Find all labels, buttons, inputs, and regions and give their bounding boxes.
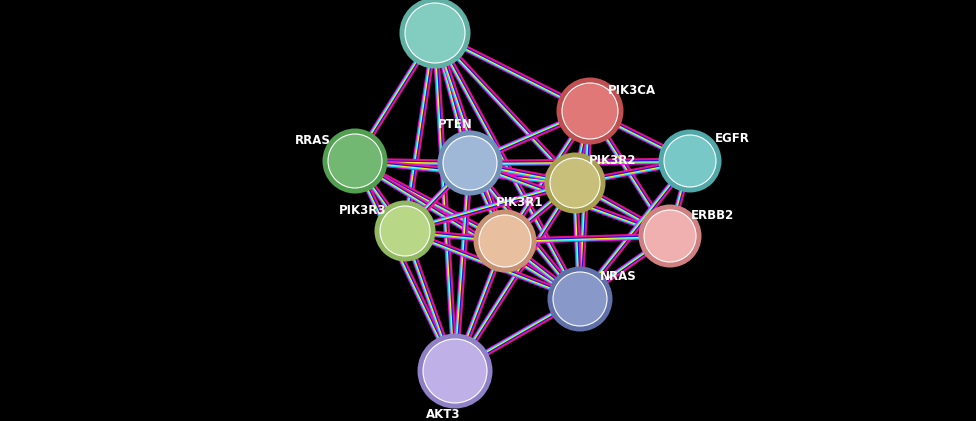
Text: PTEN: PTEN <box>437 118 472 131</box>
Circle shape <box>550 158 600 208</box>
Text: AKT3: AKT3 <box>426 408 461 421</box>
Circle shape <box>322 128 387 194</box>
Text: ERBB2: ERBB2 <box>690 210 734 223</box>
Circle shape <box>638 205 702 267</box>
Text: PIK3R2: PIK3R2 <box>590 155 636 168</box>
Text: EGFR: EGFR <box>714 133 750 146</box>
Circle shape <box>437 131 503 195</box>
Circle shape <box>380 206 430 256</box>
Circle shape <box>423 339 487 403</box>
Circle shape <box>479 215 531 267</box>
Circle shape <box>562 83 618 139</box>
Circle shape <box>659 130 721 192</box>
Circle shape <box>545 152 605 213</box>
Circle shape <box>405 3 465 63</box>
Text: PIK3R1: PIK3R1 <box>496 197 544 210</box>
Circle shape <box>418 333 493 408</box>
Circle shape <box>328 134 382 188</box>
Circle shape <box>548 266 613 331</box>
Text: PIK3R3: PIK3R3 <box>340 205 386 218</box>
Text: PIK3CA: PIK3CA <box>608 85 656 98</box>
Circle shape <box>664 135 716 187</box>
Circle shape <box>553 272 607 326</box>
Circle shape <box>399 0 470 69</box>
Circle shape <box>375 200 435 261</box>
Text: NRAS: NRAS <box>599 271 636 283</box>
Circle shape <box>443 136 497 190</box>
Text: RRAS: RRAS <box>295 134 331 147</box>
Circle shape <box>473 210 537 272</box>
Circle shape <box>556 77 624 144</box>
Circle shape <box>644 210 696 262</box>
